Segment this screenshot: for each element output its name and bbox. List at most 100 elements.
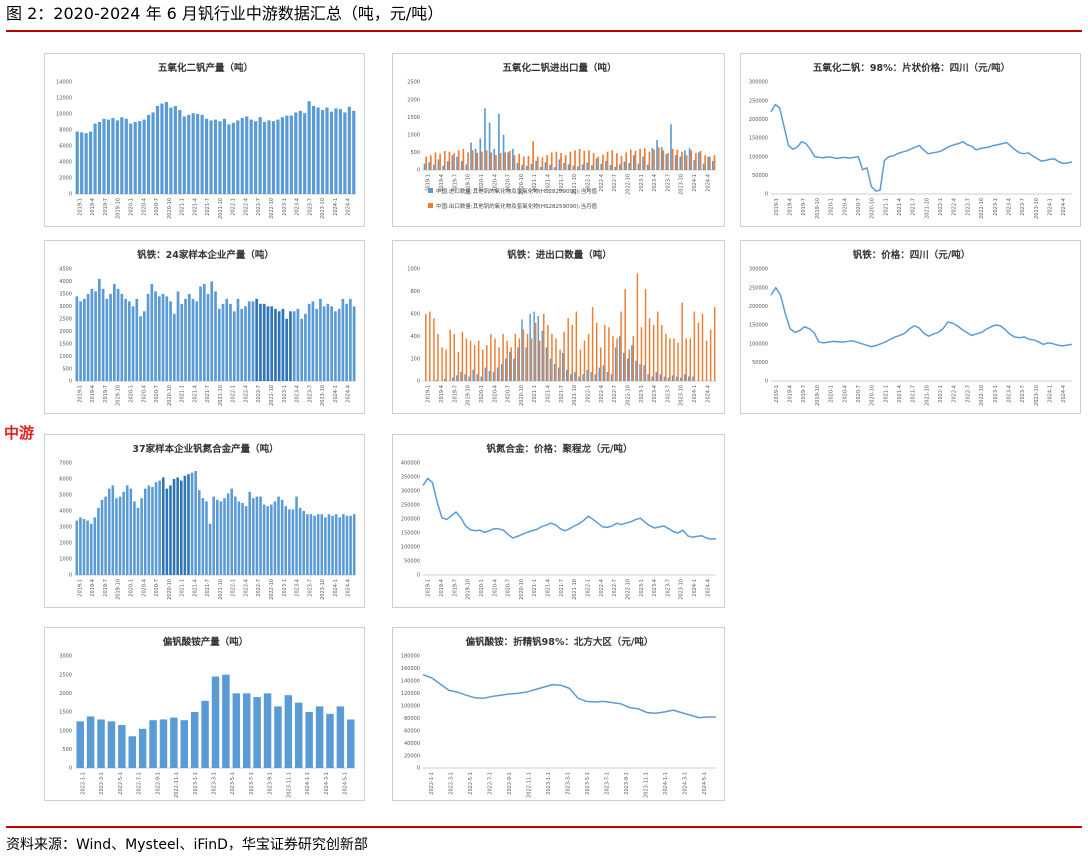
y-tick-label: 150000 xyxy=(401,531,420,537)
bar xyxy=(498,347,500,381)
bar xyxy=(662,150,665,170)
x-tick-label: 2022-7 xyxy=(965,385,971,403)
y-tick-label: 120000 xyxy=(401,691,420,697)
chart-panel-vn-alloy-price: 钒氮合金：价格：聚程龙（元/吨） 0 50000 100000 150000 200000… xyxy=(392,434,725,608)
bar xyxy=(699,150,702,170)
bar xyxy=(319,298,322,381)
x-tick-label: 2023-4 xyxy=(1006,198,1012,216)
series-line xyxy=(770,286,1073,348)
x-tick-label: 2022-10 xyxy=(269,579,275,600)
bar xyxy=(169,107,173,194)
y-tick-label: 0 xyxy=(69,192,72,198)
x-tick-label: 2022-5-1 xyxy=(468,772,474,795)
bar xyxy=(105,298,109,381)
bar xyxy=(258,117,262,194)
chart-title: 五氧化二钒进出口量（吨） xyxy=(502,62,616,74)
bar xyxy=(628,349,630,381)
x-tick-label: 2022-3-1 xyxy=(448,772,454,795)
x-tick-label: 2020-1 xyxy=(479,174,485,192)
bar xyxy=(86,293,90,381)
bar xyxy=(84,133,88,194)
bar xyxy=(632,336,635,381)
bar xyxy=(608,327,610,381)
chart-panel-v2o5-trade: 五氧化二钒进出口量（吨） 0 500 1000 1500 2000 2500 2019-1 20… xyxy=(392,53,725,227)
bar xyxy=(435,379,438,381)
bar xyxy=(212,496,215,575)
x-tick-label: 2019-7 xyxy=(452,385,458,403)
bar xyxy=(712,160,714,170)
x-tick-label: 2021-1 xyxy=(532,174,538,192)
y-tick-label: 140000 xyxy=(401,679,420,685)
x-tick-label: 2020-10 xyxy=(167,579,173,600)
bar xyxy=(598,367,601,381)
x-tick-label: 2019-10 xyxy=(815,198,821,219)
x-tick-label: 2023-4 xyxy=(1006,385,1012,403)
x-tick-label: 2023-4 xyxy=(652,579,658,597)
bar xyxy=(277,496,280,575)
bar xyxy=(298,507,302,575)
bar xyxy=(178,110,182,194)
bar xyxy=(242,693,251,768)
y-tick-label: 200 xyxy=(410,356,420,362)
bar xyxy=(651,376,653,381)
x-tick-label: 2022-5-1 xyxy=(118,772,124,795)
bar xyxy=(240,118,244,194)
bar xyxy=(276,119,280,194)
bar xyxy=(326,713,334,768)
y-tick-label: 8000 xyxy=(59,128,72,134)
x-tick-label: 2023-7 xyxy=(1020,198,1026,216)
series-line xyxy=(422,673,716,719)
x-tick-label: 2024-1 xyxy=(333,579,339,597)
bar xyxy=(307,101,311,194)
x-tick-label: 2022-1-1 xyxy=(80,772,86,795)
x-tick-label: 2021-10 xyxy=(218,579,224,600)
y-tick-label: 40000 xyxy=(404,741,420,747)
bar xyxy=(472,369,474,381)
bar xyxy=(693,311,696,381)
bar xyxy=(625,152,627,170)
x-tick-label: 2023-4 xyxy=(652,385,658,403)
bar xyxy=(474,148,477,170)
y-tick-label: 2000 xyxy=(407,97,420,103)
y-tick-label: 150000 xyxy=(749,136,768,142)
y-tick-label: 200000 xyxy=(749,117,768,123)
bar xyxy=(570,374,572,381)
x-tick-label: 2021-4 xyxy=(897,385,903,403)
x-tick-label: 2023-1 xyxy=(639,385,645,403)
x-tick-label: 2022-4 xyxy=(599,174,605,192)
bar xyxy=(90,288,94,381)
bar xyxy=(302,511,306,575)
bar xyxy=(448,151,451,170)
bar xyxy=(620,311,622,381)
y-tick-label: 180000 xyxy=(401,654,420,660)
x-tick-label: 2020-1 xyxy=(128,385,134,403)
bar xyxy=(172,313,176,381)
bar xyxy=(125,485,129,575)
bar xyxy=(292,311,296,381)
y-tick-label: 400000 xyxy=(401,461,420,467)
x-tick-label: 2019-4 xyxy=(90,385,96,403)
bar xyxy=(187,114,191,194)
bar xyxy=(244,306,247,381)
bar xyxy=(693,160,696,170)
x-tick-label: 2022-4 xyxy=(952,385,958,403)
bar xyxy=(671,375,674,381)
bar xyxy=(659,374,662,381)
bar xyxy=(161,477,165,575)
bar xyxy=(129,123,133,194)
x-tick-label: 2020-1 xyxy=(128,579,134,597)
y-tick-label: 0 xyxy=(69,379,72,385)
bar xyxy=(684,374,686,381)
x-tick-label: 2021-4 xyxy=(546,174,552,192)
bar xyxy=(284,695,293,768)
bar xyxy=(425,156,427,170)
bar xyxy=(222,118,227,194)
bar xyxy=(223,498,226,575)
x-tick-label: 2021-10 xyxy=(572,174,578,195)
bar xyxy=(509,150,511,170)
x-tick-label: 2020-10 xyxy=(167,385,173,406)
bar xyxy=(140,498,143,575)
bar xyxy=(566,369,568,381)
x-tick-label: 2023-11-1 xyxy=(286,772,292,798)
bar xyxy=(563,162,565,170)
